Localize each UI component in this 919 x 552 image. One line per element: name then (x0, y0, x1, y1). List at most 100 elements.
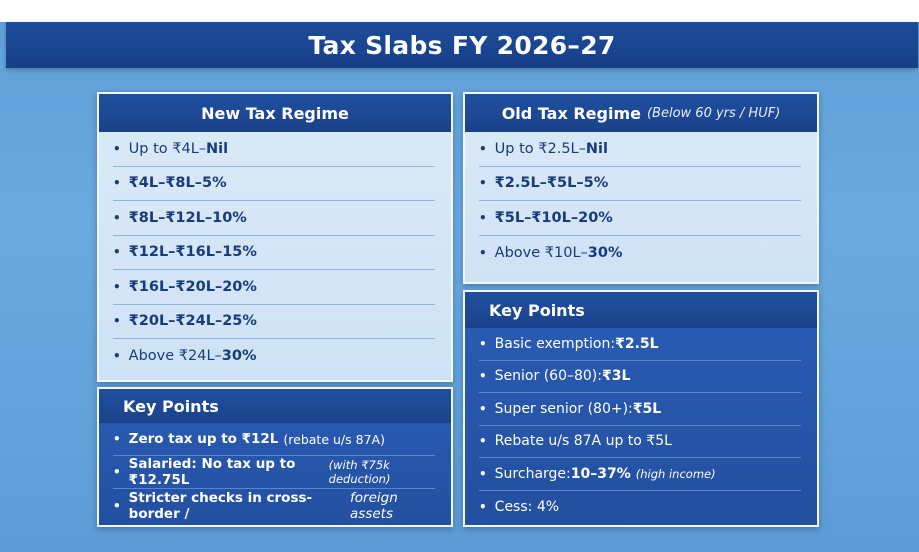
slab-rate: 20% (222, 278, 257, 295)
slab-range: Above ₹10L (494, 244, 581, 261)
slab-row: • ₹4L–₹8L – 5% (113, 167, 435, 201)
new-regime-heading: New Tax Regime (99, 94, 451, 132)
slab-rate: 25% (222, 313, 257, 330)
key-point-item: • Senior (60–80): ₹3L (479, 361, 801, 393)
key-point-note: (rebate u/s 87A) (283, 431, 385, 447)
key-point-note: (with ₹75k deduction) (328, 458, 391, 486)
slab-separator: – (194, 175, 203, 192)
bullet-icon: • (113, 141, 121, 156)
key-point-item: • Cess: 4% (479, 491, 801, 524)
slab-row: • Up to ₹4L – Nil (113, 132, 435, 167)
slab-rate: 20% (578, 209, 613, 226)
slab-row: • ₹20L–₹24L – 25% (113, 305, 435, 339)
slab-range: ₹2.5L–₹5L (494, 175, 577, 192)
bullet-icon: • (479, 245, 487, 260)
new-regime-panel: New Tax Regime • Up to ₹4L – Nil • ₹4L–₹8L… (97, 92, 453, 382)
slab-row: • ₹12L–₹16L – 15% (113, 236, 435, 270)
key-point-note: (high income) (635, 466, 716, 481)
slab-range: ₹5L–₹10L (494, 209, 571, 226)
slab-separator: – (578, 140, 586, 157)
slab-rate: Nil (585, 140, 608, 157)
slab-range: ₹20L–₹24L (128, 313, 215, 330)
slab-separator: – (214, 313, 223, 330)
bullet-icon: • (479, 210, 487, 225)
slab-row: • ₹2.5L–₹5L – 5% (479, 167, 801, 201)
slab-rate: Nil (206, 140, 229, 157)
title-banner: Tax Slabs FY 2026–27 (6, 22, 918, 68)
slab-separator: – (214, 348, 222, 365)
bullet-icon: • (113, 432, 121, 446)
new-regime-key-points-panel: Key Points • Zero tax up to ₹12L (rebate u… (97, 387, 453, 527)
new-regime-title: New Tax Regime (201, 103, 349, 123)
key-point-note: foreign assets (350, 489, 398, 522)
top-strip (0, 0, 919, 22)
bullet-icon: • (113, 314, 121, 329)
slab-row: • ₹16L–₹20L – 20% (113, 270, 435, 305)
key-point-item: • Super senior (80+): ₹5L (479, 393, 801, 426)
bullet-icon: • (113, 349, 121, 364)
old-regime-key-points-panel: Key Points • Basic exemption: ₹2.5L • Seni… (463, 290, 819, 527)
bullet-icon: • (479, 401, 487, 416)
slab-separator: – (214, 278, 223, 295)
slab-row: • Above ₹10L – 30% (479, 236, 801, 271)
bullet-icon: • (479, 369, 487, 384)
old-regime-subtitle: (Below 60 yrs / HUF) (646, 105, 781, 121)
key-point-item: • Stricter checks in cross-border / forei… (113, 489, 435, 522)
slab-rate: 10% (212, 209, 247, 226)
new-regime-key-points-heading: Key Points (99, 389, 451, 423)
bullet-icon: • (479, 434, 487, 449)
bullet-icon: • (113, 465, 121, 479)
key-point-item: • Surcharge: 10–37% (high income) (479, 458, 801, 491)
key-point-label: Surcharge: (494, 465, 571, 482)
key-point-value: ₹5L (632, 400, 662, 417)
old-regime-slab-list: • Up to ₹2.5L – Nil • ₹2.5L–₹5L – 5% • ₹5L–… (465, 132, 817, 270)
key-point-value: ₹3L (601, 368, 631, 385)
old-regime-key-points-heading: Key Points (465, 292, 817, 328)
page-title: Tax Slabs FY 2026–27 (308, 30, 616, 60)
bullet-icon: • (113, 210, 121, 225)
key-point-value: 10–37% (570, 465, 631, 482)
key-point-label: Senior (60–80): (494, 368, 602, 385)
new-regime-slab-list: • Up to ₹4L – Nil • ₹4L–₹8L – 5% • ₹8L–₹12L… (99, 132, 451, 374)
old-regime-heading: Old Tax Regime (Below 60 yrs / HUF) (465, 94, 817, 132)
bullet-icon: • (113, 279, 121, 294)
bullet-icon: • (479, 141, 487, 156)
slab-rate: 5% (583, 175, 609, 192)
key-point-label: Basic exemption: (494, 335, 616, 352)
key-point-label: Cess: 4% (494, 498, 560, 515)
key-point-text: Zero tax up to ₹12L (128, 431, 279, 447)
key-point-item: • Zero tax up to ₹12L (rebate u/s 87A) (113, 423, 435, 456)
bullet-icon: • (113, 176, 121, 191)
old-regime-panel: Old Tax Regime (Below 60 yrs / HUF) • Up … (463, 92, 819, 284)
slab-range: Above ₹24L (128, 348, 215, 365)
new-regime-key-points-list: • Zero tax up to ₹12L (rebate u/s 87A) • Sa… (99, 423, 451, 522)
key-point-item: • Rebate u/s 87A up to ₹5L (479, 426, 801, 458)
bullet-icon: • (479, 499, 487, 514)
old-regime-title: Old Tax Regime (501, 103, 641, 123)
key-point-item: • Basic exemption: ₹2.5L (479, 328, 801, 361)
bullet-icon: • (479, 176, 487, 191)
slab-range: ₹4L–₹8L (128, 175, 195, 192)
slab-rate: 5% (202, 175, 227, 192)
key-point-label: Rebate u/s 87A up to ₹5L (494, 433, 672, 450)
key-point-value: ₹2.5L (615, 335, 659, 352)
slab-rate: 15% (222, 244, 257, 261)
bullet-icon: • (113, 498, 121, 513)
old-regime-key-points-list: • Basic exemption: ₹2.5L • Senior (60–80):… (465, 328, 817, 523)
bullet-icon: • (113, 245, 121, 260)
bullet-icon: • (479, 466, 487, 481)
slab-range: ₹16L–₹20L (128, 278, 215, 295)
slab-row: • Up to ₹2.5L – Nil (479, 132, 801, 167)
slab-row: • ₹8L–₹12L – 10% (113, 201, 435, 236)
key-point-item: • Salaried: No tax up to ₹12.75L (with ₹75… (113, 456, 435, 489)
slab-range: Up to ₹2.5L (494, 140, 579, 157)
key-points-title: Key Points (123, 396, 219, 416)
slab-separator: – (204, 209, 213, 226)
slab-rate: 30% (587, 244, 623, 261)
slab-rate: 30% (221, 348, 257, 365)
slab-row: • Above ₹24L – 30% (113, 339, 435, 374)
slab-separator: – (570, 209, 579, 226)
slab-range: ₹8L–₹12L (128, 209, 205, 226)
slab-row: • ₹5L–₹10L – 20% (479, 201, 801, 236)
key-points-title: Key Points (489, 300, 585, 320)
